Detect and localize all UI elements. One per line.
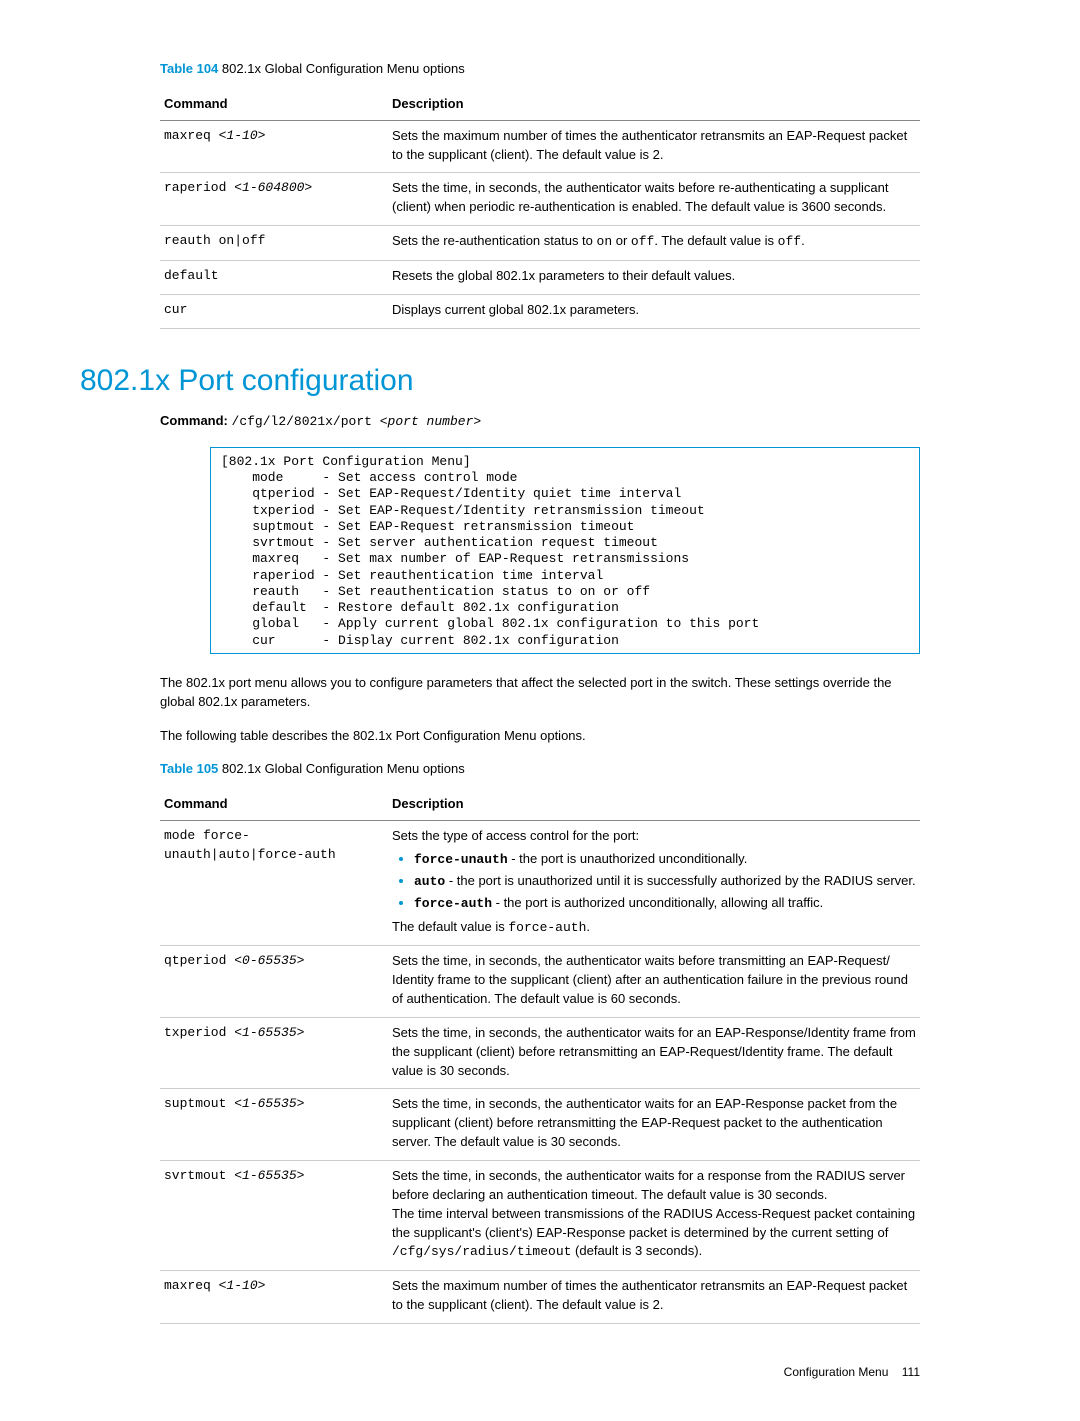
table105-caption-text: 802.1x Global Configuration Menu options <box>222 761 465 776</box>
table104-command-cell: cur <box>160 294 388 328</box>
command-arg: <port number> <box>380 414 481 429</box>
table104: Command Description maxreq <1-10>Sets th… <box>160 89 920 329</box>
table105-row: maxreq <1-10>Sets the maximum number of … <box>160 1271 920 1324</box>
table104-row: curDisplays current global 802.1x parame… <box>160 294 920 328</box>
table105-caption: Table 105 802.1x Global Configuration Me… <box>160 760 920 779</box>
table105-row: txperiod <1-65535>Sets the time, in seco… <box>160 1017 920 1089</box>
table104-command-cell: raperiod <1-604800> <box>160 173 388 226</box>
table104-row: maxreq <1-10>Sets the maximum number of … <box>160 120 920 173</box>
table104-command-cell: maxreq <1-10> <box>160 120 388 173</box>
table105-row: suptmout <1-65535>Sets the time, in seco… <box>160 1089 920 1161</box>
table104-row: raperiod <1-604800>Sets the time, in sec… <box>160 173 920 226</box>
section-title: 802.1x Port configuration <box>80 359 1000 403</box>
table104-command-cell: reauth on|off <box>160 226 388 261</box>
paragraph-2: The following table describes the 802.1x… <box>160 727 920 746</box>
table104-description-cell: Sets the time, in seconds, the authentic… <box>388 173 920 226</box>
footer-text: Configuration Menu <box>784 1365 889 1379</box>
table104-caption: Table 104 802.1x Global Configuration Me… <box>160 60 920 79</box>
table104-caption-label: Table 104 <box>160 61 218 76</box>
page-footer: Configuration Menu 111 <box>80 1364 920 1381</box>
table104-caption-text: 802.1x Global Configuration Menu options <box>222 61 465 76</box>
command-line: Command: /cfg/l2/8021x/port <port number… <box>160 412 1000 432</box>
table105: Command Description mode force- unauth|a… <box>160 789 920 1324</box>
command-label: Command: <box>160 413 228 428</box>
table104-description-cell: Sets the re-authentication status to on … <box>388 226 920 261</box>
table104-command-cell: default <box>160 260 388 294</box>
footer-page: 111 <box>902 1365 920 1379</box>
table105-description-cell: Sets the time, in seconds, the authentic… <box>388 946 920 1018</box>
table105-command-cell: mode force- unauth|auto|force-auth <box>160 821 388 946</box>
table105-caption-label: Table 105 <box>160 761 218 776</box>
table105-row: svrtmout <1-65535>Sets the time, in seco… <box>160 1160 920 1270</box>
table105-description-cell: Sets the time, in seconds, the authentic… <box>388 1160 920 1270</box>
port-config-menu: [802.1x Port Configuration Menu] mode - … <box>210 447 920 654</box>
table105-col1-header: Command <box>160 789 388 820</box>
table104-description-cell: Displays current global 802.1x parameter… <box>388 294 920 328</box>
table105-col2-header: Description <box>388 789 920 820</box>
table104-col1-header: Command <box>160 89 388 120</box>
table105-command-cell: maxreq <1-10> <box>160 1271 388 1324</box>
table105-description-cell: Sets the time, in seconds, the authentic… <box>388 1017 920 1089</box>
table105-description-cell: Sets the maximum number of times the aut… <box>388 1271 920 1324</box>
table105-row: mode force- unauth|auto|force-authSets t… <box>160 821 920 946</box>
table104-description-cell: Resets the global 802.1x parameters to t… <box>388 260 920 294</box>
table104-row: defaultResets the global 802.1x paramete… <box>160 260 920 294</box>
table104-row: reauth on|offSets the re-authentication … <box>160 226 920 261</box>
table105-command-cell: qtperiod <0-65535> <box>160 946 388 1018</box>
table105-command-cell: svrtmout <1-65535> <box>160 1160 388 1270</box>
table104-description-cell: Sets the maximum number of times the aut… <box>388 120 920 173</box>
table105-description-cell: Sets the time, in seconds, the authentic… <box>388 1089 920 1161</box>
table105-command-cell: txperiod <1-65535> <box>160 1017 388 1089</box>
table105-description-cell: Sets the type of access control for the … <box>388 821 920 946</box>
command-path: /cfg/l2/8021x/port <box>232 414 380 429</box>
table105-command-cell: suptmout <1-65535> <box>160 1089 388 1161</box>
table104-col2-header: Description <box>388 89 920 120</box>
table105-row: qtperiod <0-65535>Sets the time, in seco… <box>160 946 920 1018</box>
paragraph-1: The 802.1x port menu allows you to confi… <box>160 674 920 712</box>
